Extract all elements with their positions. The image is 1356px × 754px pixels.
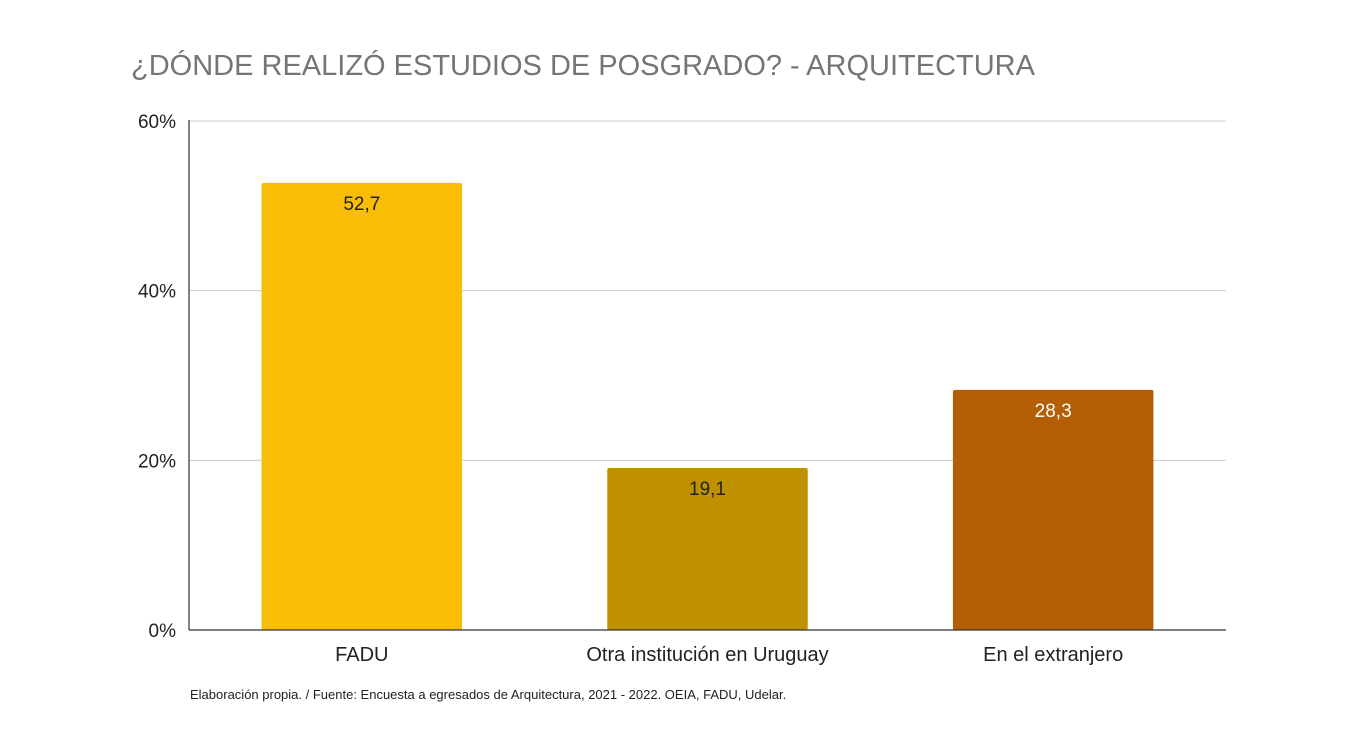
- labels: 0% 20% 40% 60% 52,7 FADU 19,1 Otra institución …: [138, 112, 1123, 666]
- data-label: 19,1: [689, 479, 726, 500]
- data-label: 28,3: [1035, 401, 1072, 422]
- y-tick-label: 0%: [149, 621, 177, 642]
- data-label: 52,7: [343, 194, 380, 215]
- y-tick-label: 60%: [138, 112, 176, 133]
- bar: [607, 467, 808, 630]
- bar: [952, 389, 1154, 630]
- x-tick-label: Otra institución en Uruguay: [586, 644, 828, 666]
- bars: [261, 182, 1154, 630]
- chart-title: ¿DÓNDE REALIZÓ ESTUDIOS DE POSGRADO? - A…: [131, 50, 1035, 82]
- x-tick-label: En el extranjero: [983, 644, 1123, 666]
- axes: [188, 120, 1226, 631]
- source-note: Elaboración propia. / Fuente: Encuesta a…: [190, 687, 787, 702]
- y-tick-label: 20%: [138, 451, 176, 472]
- bar: [261, 182, 463, 630]
- x-tick-label: FADU: [335, 644, 388, 666]
- y-tick-label: 40%: [138, 282, 176, 303]
